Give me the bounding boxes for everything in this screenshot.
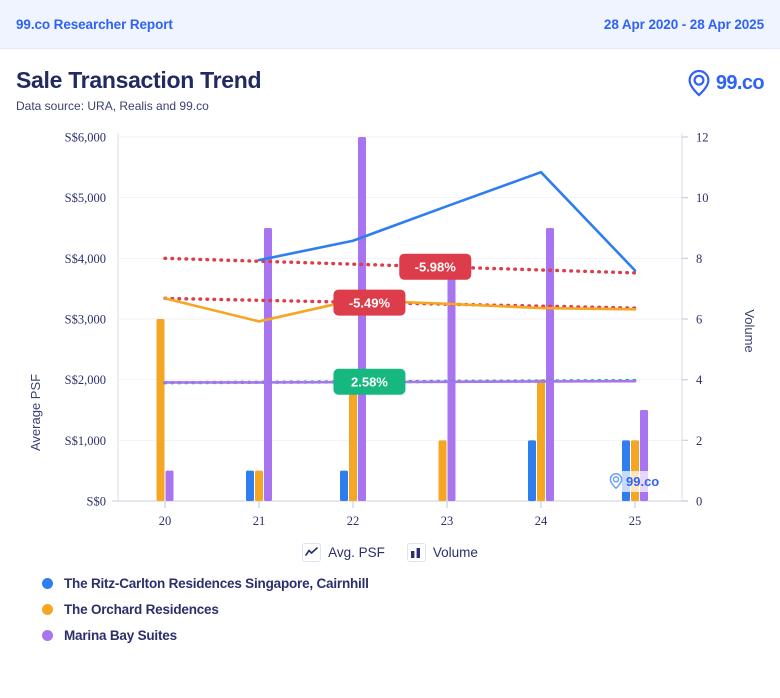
trend-badges[interactable]: -5.98% -5.49% 2.58% bbox=[333, 253, 472, 395]
y-tick-label-left: S$0 bbox=[87, 495, 106, 509]
y-tick-label-right: 12 bbox=[696, 131, 709, 145]
series-color-dot-purple bbox=[42, 630, 53, 641]
x-tick-label: 21 bbox=[253, 514, 266, 528]
y-tick-label-right: 2 bbox=[696, 434, 702, 448]
volume-bar[interactable] bbox=[255, 470, 263, 501]
bar-chart-icon bbox=[406, 543, 426, 562]
trend-line bbox=[163, 296, 637, 310]
volume-bar[interactable] bbox=[165, 470, 174, 501]
location-pin-icon bbox=[686, 69, 712, 97]
y-axis-left-title: Average PSF bbox=[28, 374, 43, 451]
legend-label-avg-psf: Avg. PSF bbox=[328, 545, 385, 560]
legend-item-avg-psf[interactable]: Avg. PSF bbox=[302, 543, 385, 562]
chart-type-legend[interactable]: Avg. PSF Volume bbox=[0, 543, 780, 562]
volume-bar[interactable] bbox=[156, 319, 165, 501]
trend-badge-label: -5.49% bbox=[349, 295, 391, 310]
y-axis-left-ticks: S$0 S$1,000 S$2,000 S$3,000 S$4,000 S$5,000 S$… bbox=[65, 131, 106, 509]
chart-canvas: S$0 S$1,000 S$2,000 S$3,000 S$4,000 S$5,000 S$… bbox=[28, 131, 757, 529]
volume-bar[interactable] bbox=[264, 228, 272, 501]
line-chart-icon bbox=[302, 543, 322, 562]
x-tick-label: 25 bbox=[629, 514, 642, 528]
y-axis-right-title: Volume bbox=[742, 309, 757, 352]
series-name-ritz-carlton: The Ritz-Carlton Residences Singapore, C… bbox=[64, 576, 369, 591]
y-tick-label-left: S$4,000 bbox=[65, 252, 106, 266]
y-tick-label-right: 0 bbox=[696, 495, 702, 509]
volume-bar[interactable] bbox=[358, 137, 366, 501]
x-tick-label: 20 bbox=[159, 514, 172, 528]
volume-bar[interactable] bbox=[528, 440, 536, 501]
series-name-marina-bay-suites: Marina Bay Suites bbox=[64, 628, 177, 643]
report-topbar: 99.co Researcher Report 28 Apr 2020 - 28… bbox=[0, 0, 780, 49]
y-axis-right-ticks: 0 2 4 6 8 10 12 bbox=[682, 131, 709, 509]
legend-label-volume: Volume bbox=[432, 545, 478, 560]
legend-row-ritz-carlton[interactable]: The Ritz-Carlton Residences Singapore, C… bbox=[42, 576, 780, 591]
legend-row-orchard-residences[interactable]: The Orchard Residences bbox=[42, 602, 780, 617]
y-tick-label-right: 10 bbox=[696, 191, 709, 205]
title-block: Sale Transaction Trend Data source: URA,… bbox=[0, 49, 780, 113]
y-tick-label-left: S$2,000 bbox=[65, 373, 106, 387]
series-legend[interactable]: The Ritz-Carlton Residences Singapore, C… bbox=[0, 562, 780, 643]
sale-transaction-chart[interactable]: S$0 S$1,000 S$2,000 S$3,000 S$4,000 S$5,000 S$… bbox=[0, 121, 780, 541]
x-tick-label: 24 bbox=[535, 514, 548, 528]
volume-bar[interactable] bbox=[349, 379, 357, 501]
y-tick-label-left: S$3,000 bbox=[65, 313, 106, 327]
trend-badge[interactable] bbox=[333, 368, 406, 395]
y-tick-label-left: S$1,000 bbox=[65, 434, 106, 448]
chart-gridlines bbox=[112, 133, 688, 502]
volume-bar[interactable] bbox=[447, 258, 456, 501]
y-tick-label-right: 8 bbox=[696, 252, 702, 266]
volume-bar[interactable] bbox=[246, 470, 254, 501]
y-tick-label-right: 6 bbox=[696, 313, 702, 327]
series-color-dot-orange bbox=[42, 604, 53, 615]
legend-item-volume[interactable]: Volume bbox=[406, 543, 478, 562]
report-label: 99.co Researcher Report bbox=[16, 16, 173, 32]
y-tick-label-left: S$6,000 bbox=[65, 131, 106, 145]
volume-bar[interactable] bbox=[340, 470, 348, 501]
trend-badge[interactable] bbox=[399, 253, 472, 280]
watermark-label: 99.co bbox=[626, 474, 659, 489]
psf-line bbox=[257, 170, 637, 272]
chart-watermark: 99.co bbox=[606, 471, 668, 492]
y-tick-label-right: 4 bbox=[696, 373, 703, 387]
trend-line bbox=[163, 256, 637, 275]
page-title: Sale Transaction Trend bbox=[16, 67, 262, 93]
series-color-dot-blue bbox=[42, 578, 53, 589]
x-axis-ticks: 20 21 22 23 24 25 bbox=[159, 501, 642, 528]
location-pin-icon bbox=[609, 473, 623, 490]
y-tick-label-left: S$5,000 bbox=[65, 191, 106, 205]
x-tick-label: 22 bbox=[347, 514, 360, 528]
volume-bar[interactable] bbox=[438, 440, 447, 501]
trend-badge-label: 2.58% bbox=[351, 375, 388, 390]
x-tick-label: 23 bbox=[441, 514, 454, 528]
brand-name: 99.co bbox=[715, 71, 765, 94]
data-source-subtitle: Data source: URA, Realis and 99.co bbox=[16, 99, 209, 113]
legend-row-marina-bay-suites[interactable]: Marina Bay Suites bbox=[42, 628, 780, 643]
report-date-range: 28 Apr 2020 - 28 Apr 2025 bbox=[603, 16, 764, 32]
brand-logo: 99.co bbox=[686, 67, 765, 97]
volume-bars[interactable] bbox=[156, 137, 649, 501]
trend-badge[interactable] bbox=[333, 289, 406, 316]
volume-bar[interactable] bbox=[546, 228, 554, 501]
volume-bar[interactable] bbox=[537, 379, 545, 501]
series-name-orchard-residences: The Orchard Residences bbox=[64, 602, 219, 617]
title-text-group: Sale Transaction Trend Data source: URA,… bbox=[16, 67, 262, 113]
trend-badge-label: -5.98% bbox=[415, 260, 457, 275]
